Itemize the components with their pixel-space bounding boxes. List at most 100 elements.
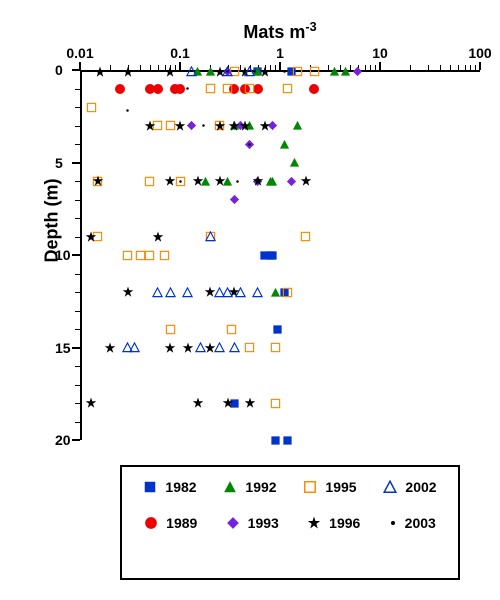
data-point (279, 139, 290, 150)
y-tick-label: 10 (55, 247, 71, 263)
data-point (164, 342, 176, 354)
data-point (174, 120, 186, 132)
data-point (144, 250, 155, 261)
legend-label: 2003 (405, 515, 436, 531)
data-point (122, 250, 133, 261)
data-point (186, 66, 197, 77)
data-point (85, 231, 97, 243)
y-axis-line (80, 70, 82, 440)
y-tick-minor (75, 329, 80, 330)
data-point (239, 120, 251, 132)
legend-item: 1989 (144, 515, 197, 531)
data-point (214, 175, 226, 187)
data-point (259, 120, 271, 132)
x-tick-minor (475, 65, 476, 70)
y-tick-minor (75, 422, 80, 423)
legend-item: 1993 (226, 515, 279, 531)
y-tick-label: 0 (55, 62, 63, 78)
data-point (292, 66, 303, 77)
data-point (286, 176, 297, 187)
y-tick-minor (75, 403, 80, 404)
x-tick-label: 1 (276, 45, 284, 61)
legend-marker (226, 516, 240, 530)
data-point (152, 83, 164, 95)
legend-label: 1992 (245, 479, 276, 495)
legend-box: 19821992199520021989199319962003 (120, 465, 460, 580)
data-point (352, 66, 363, 77)
data-point (92, 175, 104, 187)
legend-item: 1992 (223, 479, 276, 495)
y-tick-minor (75, 311, 80, 312)
y-tick-minor (75, 237, 80, 238)
x-tick-minor (440, 65, 441, 70)
x-tick-label: 100 (468, 45, 491, 61)
data-point (340, 66, 351, 77)
legend-item: 1982 (143, 479, 196, 495)
data-point (94, 66, 106, 78)
data-point (186, 120, 197, 131)
x-tick-minor (465, 65, 466, 70)
data-point (214, 342, 225, 353)
legend-item: 2002 (383, 479, 436, 495)
x-tick-major (479, 62, 481, 70)
y-tick-minor (75, 292, 80, 293)
data-point (122, 66, 134, 78)
plot-area (80, 70, 480, 440)
legend-row: 1989199319962003 (130, 515, 450, 531)
data-point (235, 179, 240, 184)
data-point (165, 287, 176, 298)
legend-marker (143, 480, 157, 494)
y-tick-major (72, 254, 80, 256)
legend-item: 2003 (389, 515, 436, 531)
x-tick-minor (370, 65, 371, 70)
x-axis-line (80, 70, 480, 72)
data-point (308, 83, 320, 95)
data-point (129, 342, 140, 353)
data-point (244, 83, 255, 94)
y-tick-major (72, 69, 80, 71)
data-point (229, 194, 240, 205)
data-point (192, 397, 204, 409)
y-tick-major (72, 162, 80, 164)
data-point (152, 287, 163, 298)
x-tick-major (379, 62, 381, 70)
data-point (85, 397, 97, 409)
data-point (270, 342, 281, 353)
x-tick-major (179, 62, 181, 70)
data-point (144, 176, 155, 187)
data-point (182, 342, 194, 354)
y-tick-minor (75, 126, 80, 127)
data-point (222, 83, 233, 94)
data-point (125, 108, 130, 113)
legend-row: 1982199219952002 (130, 479, 450, 495)
data-point (282, 435, 293, 446)
data-point (114, 83, 126, 95)
legend-marker (389, 519, 397, 527)
data-point (235, 287, 246, 298)
y-tick-label: 15 (55, 340, 71, 356)
x-tick-label: 0.1 (170, 45, 189, 61)
x-tick-minor (410, 65, 411, 70)
x-tick-minor (428, 65, 429, 70)
data-point (174, 83, 186, 95)
data-point (282, 69, 287, 74)
data-point (86, 102, 97, 113)
data-point (300, 175, 312, 187)
data-point (270, 435, 281, 446)
legend-label: 1993 (248, 515, 279, 531)
y-tick-minor (75, 144, 80, 145)
y-tick-major (72, 347, 80, 349)
data-point (252, 175, 264, 187)
x-tick-minor (458, 65, 459, 70)
data-point (165, 324, 176, 335)
x-tick-minor (158, 65, 159, 70)
legend-marker (383, 480, 397, 494)
data-point (282, 83, 293, 94)
data-point (122, 286, 134, 298)
y-tick-major (72, 439, 80, 441)
legend-label: 2002 (405, 479, 436, 495)
x-tick-minor (375, 65, 376, 70)
data-point (192, 175, 204, 187)
y-tick-minor (75, 274, 80, 275)
x-axis-title: Mats m-3 (80, 20, 480, 43)
